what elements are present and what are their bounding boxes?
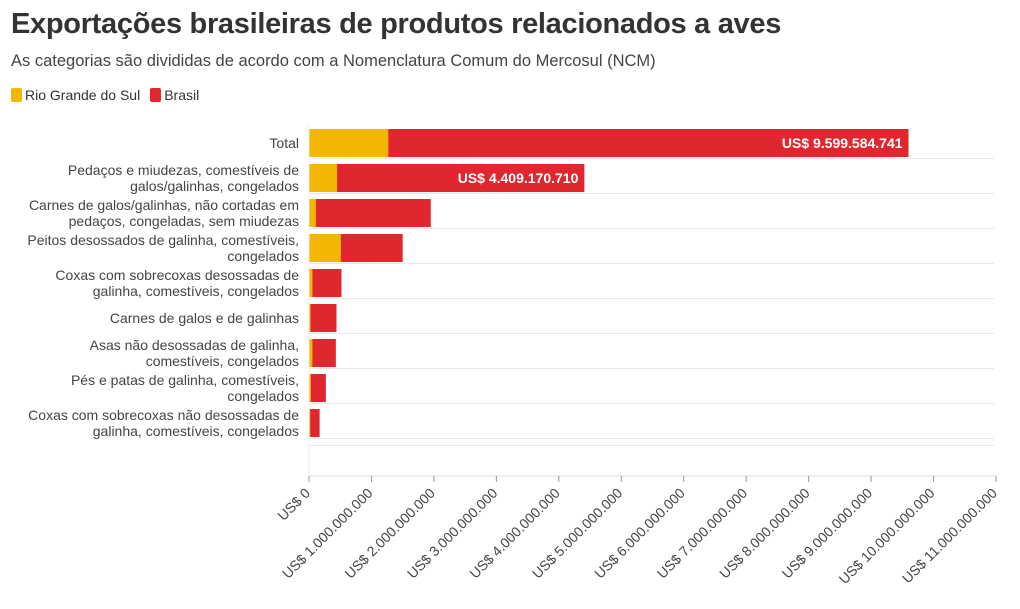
category-label: Asas não desossadas de galinha, comestíve… — [90, 337, 299, 369]
bar-brasil — [309, 129, 909, 157]
data-label: US$ 4.409.170.710 — [458, 170, 579, 186]
category-label: Coxas com sobrecoxas não desossadas de ga… — [28, 407, 299, 439]
bar-brasil — [309, 374, 326, 402]
bar-brasil — [309, 164, 585, 192]
bar-rio-grande-do-sul — [309, 374, 311, 402]
bar-rio-grande-do-sul — [309, 199, 316, 227]
bar-rio-grande-do-sul — [309, 234, 341, 262]
bar-brasil — [309, 339, 336, 367]
bar-brasil — [309, 269, 342, 297]
legend-item-brasil[interactable]: Brasil — [150, 87, 199, 103]
bar-brasil — [309, 304, 337, 332]
category-label: Coxas com sobrecoxas desossadas de galinh… — [55, 267, 299, 299]
bar-rio-grande-do-sul — [309, 339, 313, 367]
data-label: US$ 9.599.584.741 — [782, 135, 903, 151]
bar-rio-grande-do-sul — [309, 129, 389, 157]
legend-item-rs[interactable]: Rio Grande do Sul — [11, 87, 140, 103]
bar-brasil — [309, 199, 431, 227]
x-tick-label: US$ 0 — [274, 485, 313, 524]
legend-label-brasil: Brasil — [164, 87, 200, 103]
chart-title: Exportações brasileiras de produtos rela… — [11, 8, 782, 40]
bar-brasil — [309, 409, 320, 437]
chart-subtitle: As categorias são divididas de acordo co… — [11, 52, 656, 70]
legend-label-rs: Rio Grande do Sul — [25, 87, 141, 103]
bar-rio-grande-do-sul — [309, 269, 313, 297]
category-label: Peitos desossados de galinha, comestívei… — [27, 232, 299, 264]
legend: Rio Grande do Sul Brasil — [11, 87, 209, 103]
category-label: Pés e patas de galinha, comestíveis, cong… — [71, 372, 299, 404]
bar-rio-grande-do-sul — [309, 164, 338, 192]
category-label: Carnes de galos/galinhas, não cortadas e… — [29, 197, 299, 229]
category-label: Total — [269, 135, 299, 151]
category-label: Pedaços e miudezas, comestíveis de galos/… — [68, 162, 299, 194]
category-label: Carnes de galos e de galinhas — [110, 310, 299, 326]
legend-swatch-rs — [11, 88, 22, 102]
bar-rio-grande-do-sul — [309, 304, 311, 332]
legend-swatch-brasil — [150, 88, 162, 102]
bar-rio-grande-do-sul — [309, 409, 311, 437]
